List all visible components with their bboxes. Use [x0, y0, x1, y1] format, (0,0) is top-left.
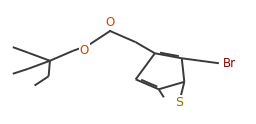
Text: O: O	[105, 16, 115, 29]
Text: O: O	[80, 44, 89, 57]
Text: S: S	[175, 96, 183, 109]
Text: Br: Br	[223, 57, 236, 70]
